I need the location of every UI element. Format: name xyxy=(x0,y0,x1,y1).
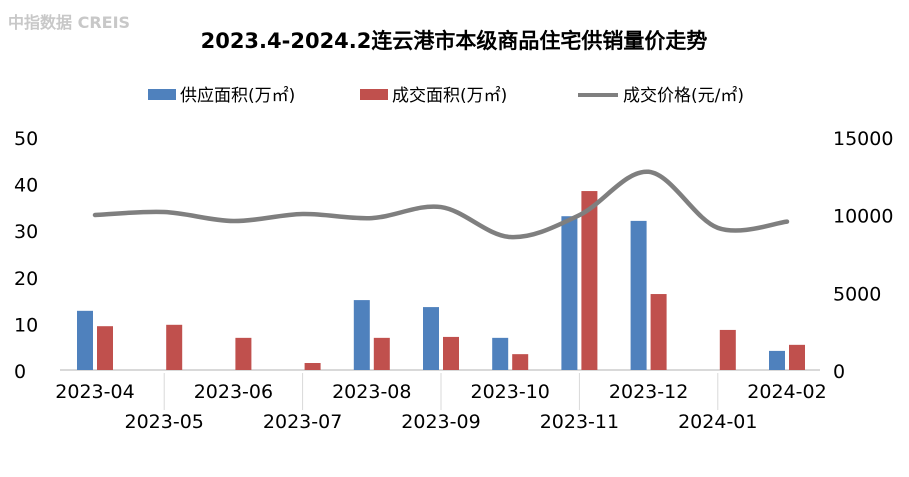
legend-label: 供应面积(万㎡) xyxy=(180,86,295,106)
bar-sales xyxy=(373,337,390,370)
left-axis-tick: 30 xyxy=(14,221,38,243)
x-axis-tick: 2023-12 xyxy=(609,381,688,403)
price-line xyxy=(92,169,790,240)
x-axis-tick: 2024-02 xyxy=(747,381,826,403)
bar-sales xyxy=(235,337,252,370)
left-axis-tick: 40 xyxy=(14,175,38,197)
bar-sales xyxy=(166,324,183,370)
x-axis-tick: 2023-07 xyxy=(263,411,342,433)
x-axis-tick: 2023-10 xyxy=(471,381,550,403)
right-axis-tick: 5000 xyxy=(833,283,881,305)
left-axis-tick: 0 xyxy=(14,361,26,383)
bar-sales xyxy=(443,336,459,370)
bar-sales xyxy=(512,354,529,370)
bar-supply xyxy=(630,220,647,370)
bar-supply xyxy=(353,300,370,370)
legend-label: 成交面积(万㎡) xyxy=(392,86,507,106)
x-axis-tick: 2024-01 xyxy=(678,411,757,433)
bar-sales xyxy=(789,344,805,370)
bar-supply xyxy=(561,216,578,370)
bar-sales xyxy=(650,294,667,370)
right-axis-tick: 0 xyxy=(833,361,845,383)
x-axis-tick: 2023-09 xyxy=(401,411,480,433)
bar-supply xyxy=(492,337,509,370)
left-axis-tick: 50 xyxy=(14,128,38,150)
bar-sales xyxy=(719,329,736,370)
bar-supply xyxy=(769,350,785,370)
chart-title: 2023.4-2024.2连云港市本级商品住宅供销量价走势 xyxy=(201,29,708,53)
watermark: 中指数据 CREIS xyxy=(8,13,130,32)
left-axis-tick: 20 xyxy=(14,268,38,290)
right-axis-tick: 10000 xyxy=(833,206,893,228)
bar-supply xyxy=(77,310,93,370)
bar-sales xyxy=(97,326,113,370)
x-axis-tick: 2023-08 xyxy=(332,381,411,403)
x-axis-tick: 2023-06 xyxy=(194,381,273,403)
x-axis-tick: 2023-05 xyxy=(125,411,204,433)
x-axis-tick: 2023-04 xyxy=(55,381,134,403)
right-axis-tick: 15000 xyxy=(833,128,893,150)
bar-supply xyxy=(423,307,439,370)
bar-sales xyxy=(304,363,321,370)
legend-swatch xyxy=(148,89,176,100)
legend-swatch xyxy=(360,89,388,100)
left-axis-tick: 10 xyxy=(14,314,38,336)
bar-sales xyxy=(581,191,598,370)
legend-label: 成交价格(元/㎡) xyxy=(623,86,744,106)
x-axis-tick: 2023-11 xyxy=(540,411,619,433)
